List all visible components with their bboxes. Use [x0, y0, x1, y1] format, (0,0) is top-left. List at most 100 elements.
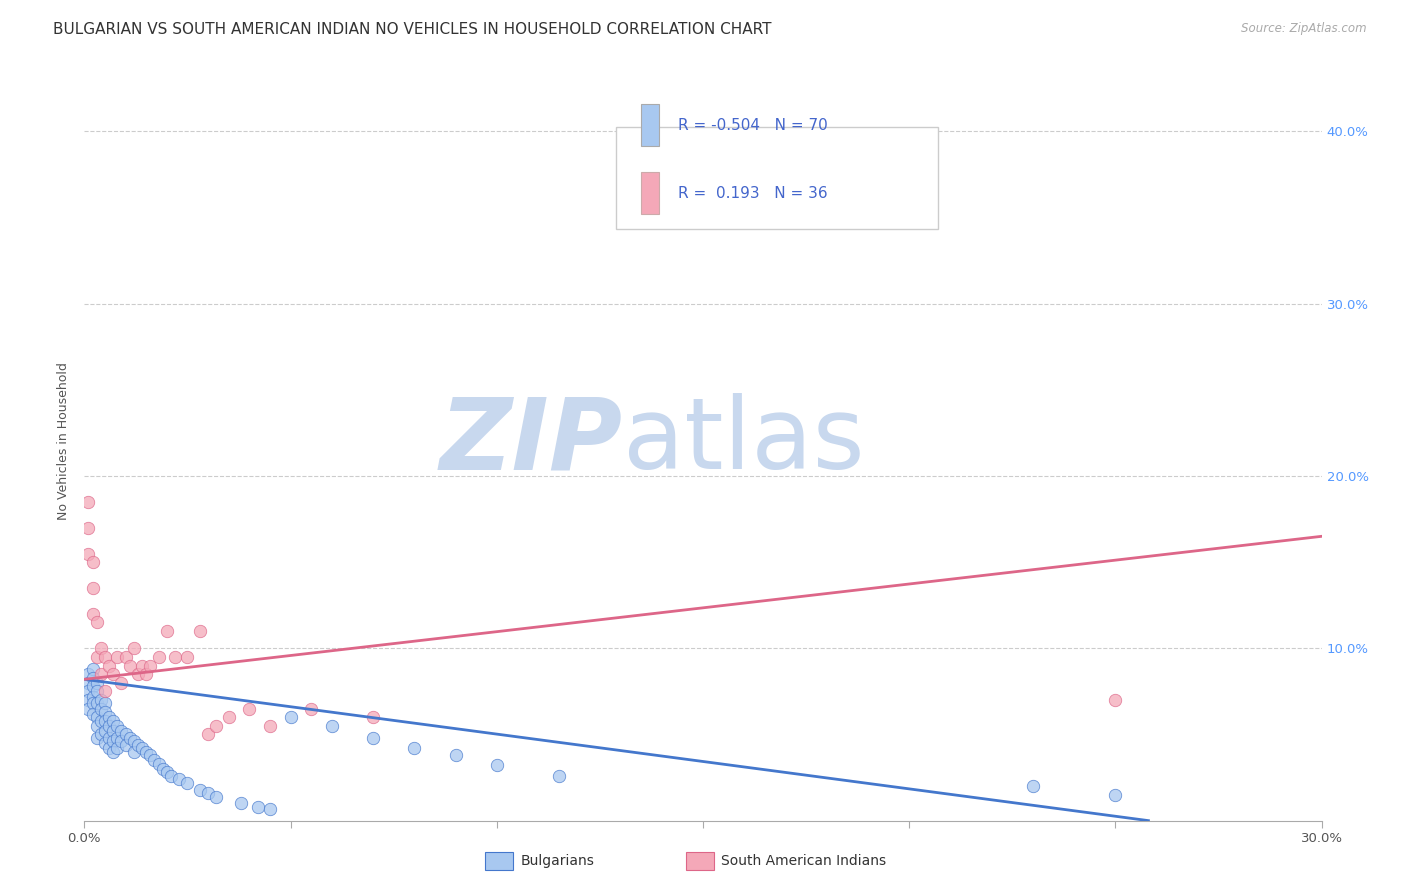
- Point: [94, 649, 117, 664]
- Text: Bulgarians: Bulgarians: [520, 854, 595, 868]
- Point: [98, 710, 121, 724]
- Point: [86, 649, 108, 664]
- Point: [127, 667, 149, 681]
- Text: BULGARIAN VS SOUTH AMERICAN INDIAN NO VEHICLES IN HOUSEHOLD CORRELATION CHART: BULGARIAN VS SOUTH AMERICAN INDIAN NO VE…: [53, 22, 772, 37]
- Point: [105, 741, 128, 756]
- Point: [90, 667, 112, 681]
- Point: [86, 710, 108, 724]
- Point: [135, 667, 157, 681]
- Point: [167, 772, 190, 787]
- Point: [127, 738, 149, 752]
- Point: [205, 789, 228, 804]
- Point: [444, 748, 467, 763]
- Point: [98, 719, 121, 733]
- FancyBboxPatch shape: [616, 127, 938, 229]
- Text: Source: ZipAtlas.com: Source: ZipAtlas.com: [1241, 22, 1367, 36]
- Point: [114, 738, 136, 752]
- Point: [188, 624, 211, 639]
- Point: [77, 675, 100, 690]
- Point: [94, 736, 117, 750]
- Point: [110, 734, 132, 748]
- Point: [122, 641, 145, 656]
- Point: [143, 753, 166, 767]
- Y-axis label: No Vehicles in Household: No Vehicles in Household: [58, 363, 70, 520]
- Point: [98, 658, 121, 673]
- Point: [86, 719, 108, 733]
- Point: [77, 495, 100, 509]
- Point: [131, 741, 153, 756]
- Point: [77, 693, 100, 707]
- Point: [110, 724, 132, 739]
- Point: [86, 684, 108, 698]
- Point: [90, 641, 112, 656]
- Point: [82, 607, 104, 621]
- Point: [90, 701, 112, 715]
- Point: [148, 649, 170, 664]
- Point: [299, 701, 322, 715]
- Point: [82, 690, 104, 704]
- Point: [280, 710, 302, 724]
- Point: [94, 724, 117, 739]
- Point: [361, 731, 384, 745]
- Point: [197, 786, 219, 800]
- Point: [82, 679, 104, 693]
- Point: [82, 555, 104, 569]
- Point: [90, 714, 112, 728]
- Point: [259, 719, 281, 733]
- Point: [94, 684, 117, 698]
- Point: [156, 624, 179, 639]
- Point: [197, 727, 219, 741]
- Point: [77, 684, 100, 698]
- Point: [94, 697, 117, 711]
- Point: [152, 762, 174, 776]
- Point: [103, 667, 125, 681]
- Point: [98, 741, 121, 756]
- Point: [105, 731, 128, 745]
- Point: [82, 671, 104, 685]
- Point: [238, 701, 260, 715]
- Point: [160, 769, 183, 783]
- Point: [82, 662, 104, 676]
- Point: [131, 658, 153, 673]
- Text: South American Indians: South American Indians: [721, 854, 886, 868]
- Text: R =  0.193   N = 36: R = 0.193 N = 36: [678, 186, 827, 201]
- Point: [139, 658, 162, 673]
- Point: [105, 719, 128, 733]
- Text: atlas: atlas: [623, 393, 865, 490]
- Point: [404, 741, 426, 756]
- Point: [122, 745, 145, 759]
- Point: [77, 701, 100, 715]
- Point: [176, 776, 198, 790]
- Point: [361, 710, 384, 724]
- Point: [77, 547, 100, 561]
- Point: [188, 782, 211, 797]
- Point: [148, 756, 170, 771]
- Point: [118, 731, 141, 745]
- Point: [86, 675, 108, 690]
- Bar: [641, 172, 659, 214]
- Point: [118, 658, 141, 673]
- Point: [105, 649, 128, 664]
- Point: [1104, 788, 1126, 802]
- Point: [165, 649, 187, 664]
- Point: [139, 748, 162, 763]
- Point: [86, 615, 108, 630]
- Point: [86, 731, 108, 745]
- Point: [1104, 693, 1126, 707]
- Point: [205, 719, 228, 733]
- Point: [86, 697, 108, 711]
- Point: [246, 800, 269, 814]
- Point: [82, 697, 104, 711]
- Point: [94, 714, 117, 728]
- Text: R = -0.504   N = 70: R = -0.504 N = 70: [678, 118, 827, 133]
- Point: [135, 745, 157, 759]
- Point: [82, 581, 104, 595]
- Point: [103, 734, 125, 748]
- Point: [90, 693, 112, 707]
- Point: [114, 727, 136, 741]
- Point: [110, 675, 132, 690]
- Point: [103, 745, 125, 759]
- Point: [259, 801, 281, 815]
- Point: [103, 714, 125, 728]
- Text: ZIP: ZIP: [440, 393, 623, 490]
